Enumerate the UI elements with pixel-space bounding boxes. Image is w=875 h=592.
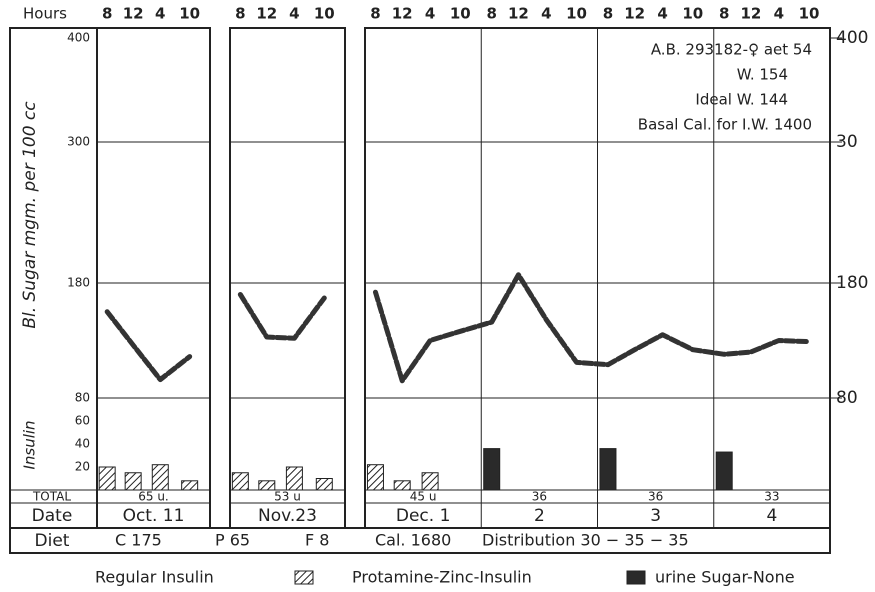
- panel: [229, 27, 346, 529]
- date-label: 3: [650, 506, 661, 526]
- hour-label: 12: [508, 5, 529, 23]
- total-label: TOTAL: [32, 490, 71, 504]
- date-label: Date: [32, 506, 73, 526]
- hour-label: 12: [256, 5, 277, 23]
- insulin-bar: [285, 466, 303, 491]
- insulin-tick-label: 40: [75, 437, 90, 451]
- hour-label: 10: [314, 5, 335, 23]
- diet-item: C 175: [115, 531, 162, 550]
- annotation: A.B. 293182-♀ aet 54: [651, 41, 812, 59]
- hour-label: 8: [370, 5, 380, 23]
- insulin-bar: [715, 451, 733, 491]
- date-label: Dec. 1: [396, 506, 451, 526]
- y-tick-label: 180: [67, 276, 90, 290]
- hour-label: 4: [774, 5, 784, 23]
- hour-label: 10: [799, 5, 820, 23]
- hour-label: 12: [624, 5, 645, 23]
- annotation: Ideal W. 144: [695, 91, 788, 109]
- insulin-bar: [231, 472, 249, 491]
- insulin-bar: [483, 448, 501, 491]
- hour-label: 12: [123, 5, 144, 23]
- y2-tick-label: 80: [836, 388, 858, 408]
- legend-swatch: [626, 570, 646, 585]
- hour-label: 10: [450, 5, 471, 23]
- hour-label: 4: [657, 5, 667, 23]
- annotation: Basal Cal. for I.W. 1400: [638, 116, 812, 134]
- diet-item: Cal. 1680: [375, 531, 451, 550]
- total-label: 53 u: [274, 490, 301, 504]
- insulin-bar: [315, 478, 333, 491]
- insulin-bar: [258, 480, 276, 491]
- hour-label: 4: [289, 5, 299, 23]
- total-label: 36: [532, 490, 547, 504]
- date-label: Nov.23: [258, 506, 317, 526]
- hour-label: 8: [486, 5, 496, 23]
- insulin-bar: [421, 472, 439, 491]
- insulin-bar: [366, 464, 384, 491]
- legend-label: Regular Insulin: [95, 568, 214, 587]
- y2-tick-label: 180: [836, 273, 868, 293]
- legend-label: Protamine-Zinc-Insulin: [352, 568, 532, 587]
- y-tick-label: 400: [67, 31, 90, 45]
- insulin-label: Insulin: [21, 420, 39, 469]
- diet-label: Diet: [35, 531, 70, 551]
- insulin-bar: [181, 480, 199, 491]
- hour-label: 12: [392, 5, 413, 23]
- total-label: 45 u: [410, 490, 437, 504]
- y-label: Bl. Sugar mgm. per 100 cc: [20, 101, 40, 329]
- hour-label: 8: [102, 5, 112, 23]
- diet-item: F 8: [305, 531, 329, 550]
- hour-label: 12: [741, 5, 762, 23]
- diet-item: P 65: [215, 531, 250, 550]
- hour-label: 4: [541, 5, 551, 23]
- annotation: W. 154: [737, 66, 788, 84]
- sugar-line: [237, 292, 327, 341]
- insulin-tick-label: 60: [75, 414, 90, 428]
- date-label: 2: [534, 506, 545, 526]
- y-tick-label: 300: [67, 135, 90, 149]
- hour-label: 4: [425, 5, 435, 23]
- hour-label: 4: [155, 5, 165, 23]
- insulin-bar: [124, 472, 142, 491]
- hour-label: 8: [603, 5, 613, 23]
- hour-label: 10: [682, 5, 703, 23]
- insulin-tick-label: 20: [75, 460, 90, 474]
- panel: [96, 27, 211, 529]
- total-label: 36: [648, 490, 663, 504]
- diet-item: Distribution 30 − 35 − 35: [482, 531, 689, 550]
- sugar-line: [104, 309, 193, 383]
- legend-label: urine Sugar-None: [655, 568, 795, 587]
- hours-label: Hours: [23, 5, 67, 23]
- y2-tick-label: 30: [836, 132, 858, 152]
- y2-tick-label: 400: [836, 28, 868, 48]
- hour-label: 10: [566, 5, 587, 23]
- hour-label: 8: [235, 5, 245, 23]
- insulin-bar: [98, 466, 116, 491]
- total-label: 33: [764, 490, 779, 504]
- insulin-bar: [151, 464, 169, 491]
- legend-swatch: [294, 570, 314, 585]
- total-label: 65 u.: [138, 490, 169, 504]
- insulin-bar: [599, 448, 617, 491]
- date-label: 4: [766, 506, 777, 526]
- date-label: Oct. 11: [123, 506, 185, 526]
- hour-label: 10: [179, 5, 200, 23]
- y-tick-label: 80: [75, 391, 90, 405]
- hour-label: 8: [719, 5, 729, 23]
- insulin-bar: [393, 480, 411, 491]
- sugar-line: [372, 272, 812, 384]
